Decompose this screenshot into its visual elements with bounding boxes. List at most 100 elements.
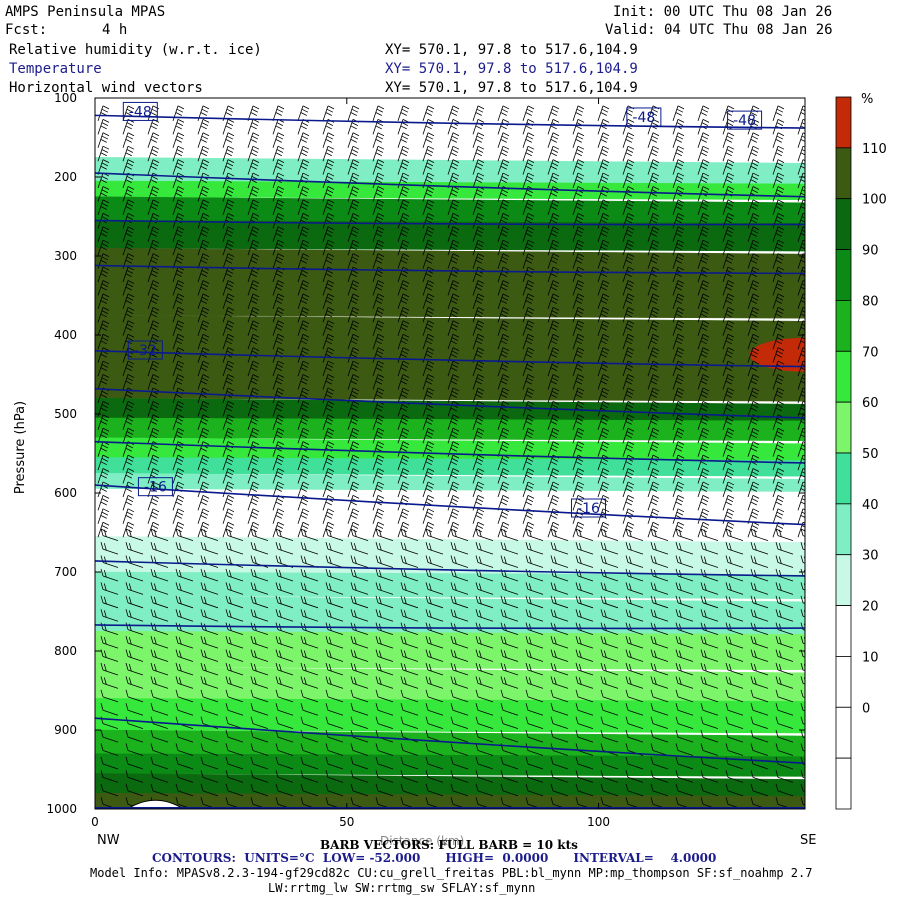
barb-flag [251, 283, 259, 288]
barb-staff [222, 293, 229, 310]
barb-staff [227, 790, 244, 797]
barb-flag [250, 407, 257, 412]
barb-flag [101, 162, 109, 167]
barb-staff [197, 441, 204, 457]
wind-barb [147, 401, 160, 417]
barb-flag [252, 387, 260, 392]
barb-flag [100, 394, 107, 398]
barb-flag [251, 149, 259, 153]
barb-flag [100, 568, 104, 577]
barb-flag [126, 296, 134, 301]
barb-flag [200, 192, 207, 197]
barb-flag [200, 447, 207, 452]
wind-barb [97, 280, 110, 296]
barb-flag [202, 441, 210, 446]
barb-flag [126, 202, 134, 207]
wind-barb [175, 783, 194, 797]
barb-flag [153, 610, 157, 618]
field-xy-rh: XY= 570.1, 97.8 to 517.6,104.9 [385, 42, 638, 58]
wind-barb [222, 253, 235, 269]
barb-flag [126, 256, 134, 261]
barb-flag [176, 417, 184, 422]
barb-flag [252, 414, 260, 419]
barb-flag [152, 401, 160, 405]
wind-barb [247, 132, 260, 148]
wind-barb [200, 662, 219, 676]
barb-staff [97, 428, 104, 444]
barb-staff [247, 186, 254, 202]
barb-flag [152, 508, 160, 513]
barb-flag [102, 468, 110, 472]
barb-staff [197, 414, 204, 430]
barb-staff [247, 132, 254, 148]
barb-staff [197, 401, 204, 417]
barb-flag [150, 152, 157, 157]
barb-flag [101, 404, 109, 409]
wind-barb [225, 730, 244, 743]
barb-flag [202, 427, 210, 432]
wind-barb [222, 521, 235, 538]
barb-staff [97, 132, 104, 148]
barb-staff [197, 347, 204, 363]
barb-flag [126, 390, 134, 395]
barb-staff [227, 736, 244, 743]
barb-staff [177, 589, 194, 595]
barb-staff [122, 468, 129, 484]
barb-flag [225, 528, 232, 533]
barb-flag [200, 313, 207, 318]
barb-staff [247, 172, 254, 189]
barb-flag [203, 650, 207, 658]
wind-barb [147, 374, 160, 390]
barb-staff [152, 615, 169, 622]
barb-flag [201, 498, 209, 503]
barb-staff [122, 307, 129, 323]
barb-flag [200, 179, 207, 184]
barb-flag [103, 569, 107, 578]
barb-flag [252, 105, 260, 110]
wind-barb [100, 541, 119, 555]
wind-barb [150, 595, 169, 609]
wind-barb [200, 676, 219, 689]
wind-barb [100, 528, 119, 542]
barb-flag [201, 364, 209, 368]
barb-flag [202, 333, 210, 338]
barb-staff [102, 683, 119, 689]
wind-barb [100, 649, 119, 662]
barb-flag [203, 556, 207, 564]
barb-flag [100, 662, 104, 671]
wind-barb [125, 635, 144, 649]
barb-staff [172, 374, 179, 390]
rh-layer-band [95, 488, 805, 540]
wind-barb [150, 783, 169, 797]
barb-flag [150, 582, 154, 590]
wind-barb [175, 541, 194, 555]
barb-staff [227, 696, 244, 703]
barb-flag [101, 511, 109, 516]
barb-staff [202, 777, 219, 783]
barb-flag [102, 226, 110, 231]
barb-flag [175, 179, 182, 184]
barb-flag [100, 233, 107, 237]
barb-staff [97, 226, 104, 242]
wind-barb [222, 280, 235, 296]
barb-staff [247, 146, 254, 162]
barb-flag [252, 495, 260, 499]
barb-flag [175, 595, 179, 603]
barb-flag [203, 677, 207, 685]
barb-flag [202, 401, 210, 405]
wind-barb [147, 427, 160, 444]
barb-flag [128, 650, 132, 658]
barb-flag [200, 259, 207, 264]
barb-flag [150, 756, 154, 765]
barb-flag [177, 132, 185, 137]
barb-flag [225, 716, 229, 724]
wind-barb [125, 528, 144, 542]
wind-barb [222, 132, 235, 148]
barb-flag [151, 270, 159, 274]
barb-flag [201, 484, 209, 489]
barb-flag [201, 270, 209, 274]
barb-flag [200, 434, 207, 439]
barb-staff [177, 790, 194, 797]
barb-staff [172, 347, 179, 363]
wind-barb [247, 508, 260, 524]
